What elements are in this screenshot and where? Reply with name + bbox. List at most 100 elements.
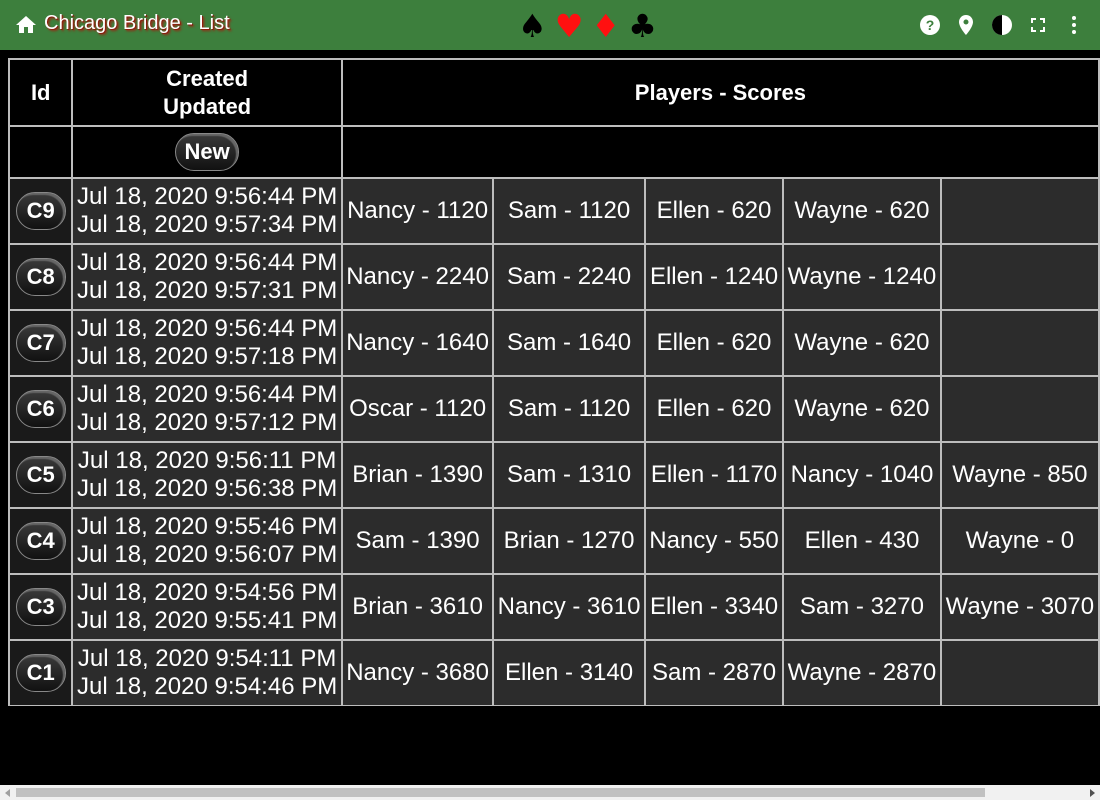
horizontal-scrollbar[interactable] [0, 785, 1100, 800]
created-date: Jul 18, 2020 9:56:44 PM [77, 315, 338, 342]
id-cell: C1 [8, 639, 74, 706]
player-score-cell: Nancy - 2240 [340, 243, 495, 311]
player-score-cell: Nancy - 1640 [340, 309, 495, 377]
dates-cell: Jul 18, 2020 9:54:56 PM Jul 18, 2020 9:55… [71, 573, 343, 641]
id-cell: C6 [8, 375, 74, 443]
player-score-cell: Wayne - 0 [939, 507, 1100, 575]
home-icon[interactable] [14, 13, 38, 37]
created-date: Jul 18, 2020 9:56:44 PM [77, 183, 338, 210]
games-table-body: C9 Jul 18, 2020 9:56:44 PM Jul 18, 2020 9:… [8, 177, 1100, 706]
diamond-icon: ♦ [591, 7, 621, 45]
player-score-cell [939, 309, 1100, 377]
suit-symbols: ♠ ♥ ♦ ♣ [518, 6, 657, 46]
dates-cell: Jul 18, 2020 9:56:44 PM Jul 18, 2020 9:57… [71, 375, 343, 443]
player-score-cell: Nancy - 1120 [340, 177, 495, 245]
dates-cell: Jul 18, 2020 9:56:44 PM Jul 18, 2020 9:57… [71, 309, 343, 377]
player-score-cell: Sam - 1120 [492, 375, 646, 443]
created-date: Jul 18, 2020 9:55:46 PM [77, 513, 338, 540]
club-icon: ♣ [628, 7, 657, 45]
player-score-cell: Sam - 3270 [782, 573, 942, 641]
games-table: Id Created Updated Players - Scores New … [8, 58, 1100, 706]
player-score-cell: Sam - 1640 [492, 309, 646, 377]
player-score-cell: Brian - 1390 [340, 441, 495, 509]
more-vert-icon[interactable] [1062, 13, 1086, 37]
new-row-id-cell [8, 125, 74, 179]
game-id-button[interactable]: C3 [15, 588, 66, 626]
id-cell: C5 [8, 441, 74, 509]
player-score-cell: Sam - 1310 [492, 441, 646, 509]
updated-date: Jul 18, 2020 9:56:38 PM [77, 475, 338, 502]
player-score-cell: Sam - 1390 [340, 507, 495, 575]
created-label: Created [166, 65, 249, 91]
heart-icon: ♥ [554, 7, 584, 45]
updated-date: Jul 18, 2020 9:57:31 PM [77, 277, 338, 304]
game-id-button[interactable]: C1 [15, 654, 66, 692]
id-cell: C8 [8, 243, 74, 311]
location-pin-icon[interactable] [954, 13, 978, 37]
game-id-button[interactable]: C9 [15, 192, 66, 230]
player-score-cell: Wayne - 620 [782, 309, 942, 377]
player-score-cell: Ellen - 620 [643, 177, 785, 245]
id-cell: C4 [8, 507, 74, 575]
new-row: New [8, 125, 1100, 179]
table-row: C1 Jul 18, 2020 9:54:11 PM Jul 18, 2020 9:… [8, 639, 1100, 706]
game-id-button[interactable]: C5 [15, 456, 66, 494]
created-date: Jul 18, 2020 9:56:44 PM [77, 249, 338, 276]
player-score-cell [939, 177, 1100, 245]
theme-contrast-icon[interactable] [990, 13, 1014, 37]
player-score-cell [939, 639, 1100, 706]
table-row: C3 Jul 18, 2020 9:54:56 PM Jul 18, 2020 9:… [8, 573, 1100, 641]
player-score-cell: Ellen - 620 [643, 309, 785, 377]
new-row-empty-cell [340, 125, 1100, 179]
player-score-cell: Wayne - 620 [782, 375, 942, 443]
table-row: C7 Jul 18, 2020 9:56:44 PM Jul 18, 2020 9:… [8, 309, 1100, 377]
help-icon[interactable]: ? [918, 13, 942, 37]
new-row-button-cell: New [71, 125, 343, 179]
player-score-cell: Sam - 2240 [492, 243, 646, 311]
player-score-cell: Sam - 1120 [492, 177, 646, 245]
dates-cell: Jul 18, 2020 9:54:11 PM Jul 18, 2020 9:54… [71, 639, 343, 706]
new-game-button[interactable]: New [175, 133, 240, 171]
player-score-cell: Wayne - 3070 [939, 573, 1100, 641]
header-row: Id Created Updated Players - Scores [8, 58, 1100, 127]
dates-cell: Jul 18, 2020 9:56:44 PM Jul 18, 2020 9:57… [71, 243, 343, 311]
updated-label: Updated [163, 93, 252, 119]
app-bar-actions: ? [918, 13, 1086, 37]
created-date: Jul 18, 2020 9:54:11 PM [77, 645, 337, 672]
player-score-cell: Nancy - 3610 [492, 573, 646, 641]
player-score-cell: Ellen - 1240 [643, 243, 785, 311]
updated-date: Jul 18, 2020 9:55:41 PM [77, 607, 338, 634]
game-id-button[interactable]: C4 [15, 522, 66, 560]
updated-date: Jul 18, 2020 9:54:46 PM [77, 673, 338, 700]
game-id-button[interactable]: C6 [15, 390, 66, 428]
app-bar: Chicago Bridge - List ♠ ♥ ♦ ♣ ? [0, 0, 1100, 50]
updated-date: Jul 18, 2020 9:57:18 PM [77, 343, 338, 370]
player-score-cell: Ellen - 3140 [492, 639, 646, 706]
updated-date: Jul 18, 2020 9:57:34 PM [77, 211, 338, 238]
scroll-right-arrow-icon[interactable] [1090, 789, 1095, 797]
table-row: C9 Jul 18, 2020 9:56:44 PM Jul 18, 2020 9:… [8, 177, 1100, 245]
player-score-cell: Nancy - 1040 [782, 441, 942, 509]
dates-cell: Jul 18, 2020 9:55:46 PM Jul 18, 2020 9:56… [71, 507, 343, 575]
player-score-cell [939, 243, 1100, 311]
table-row: C4 Jul 18, 2020 9:55:46 PM Jul 18, 2020 9:… [8, 507, 1100, 575]
player-score-cell: Ellen - 620 [643, 375, 785, 443]
player-score-cell: Sam - 2870 [643, 639, 785, 706]
scroll-left-arrow-icon[interactable] [5, 789, 10, 797]
svg-text:?: ? [926, 17, 935, 33]
created-date: Jul 18, 2020 9:56:11 PM [77, 447, 337, 474]
game-id-button[interactable]: C8 [15, 258, 66, 296]
id-header: Id [8, 58, 74, 127]
spade-icon: ♠ [518, 7, 547, 45]
game-id-button[interactable]: C7 [15, 324, 66, 362]
created-updated-header: Created Updated [71, 58, 343, 127]
player-score-cell: Wayne - 1240 [782, 243, 942, 311]
table-row: C5 Jul 18, 2020 9:56:11 PM Jul 18, 2020 9:… [8, 441, 1100, 509]
fullscreen-icon[interactable] [1026, 13, 1050, 37]
table-row: C6 Jul 18, 2020 9:56:44 PM Jul 18, 2020 9:… [8, 375, 1100, 443]
player-score-cell: Brian - 1270 [492, 507, 646, 575]
id-cell: C9 [8, 177, 74, 245]
scrollbar-thumb[interactable] [16, 788, 985, 797]
games-table-container: Id Created Updated Players - Scores New … [8, 58, 1100, 706]
player-score-cell: Nancy - 3680 [340, 639, 495, 706]
